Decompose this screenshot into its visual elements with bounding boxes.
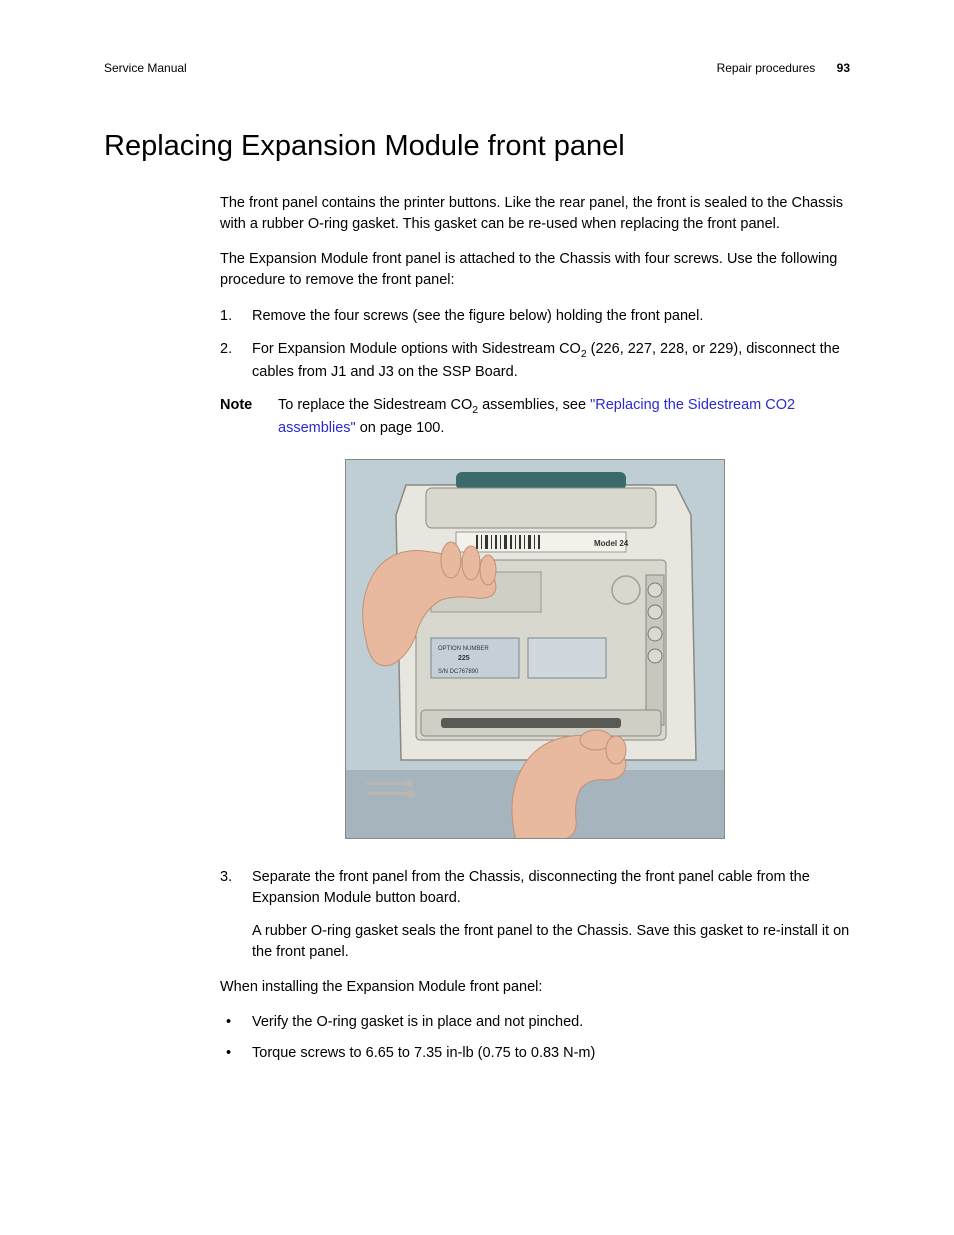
note-text: To replace the Sidestream CO2 assemblies… xyxy=(278,395,850,439)
port-icon xyxy=(648,583,662,597)
sn-label: S/N DC767890 xyxy=(438,669,479,675)
step-2: 2. For Expansion Module options with Sid… xyxy=(220,339,850,383)
page-title: Replacing Expansion Module front panel xyxy=(104,125,850,167)
option-label-1: OPTION NUMBER xyxy=(438,646,489,652)
regulatory-label-block xyxy=(528,638,606,678)
intro-paragraph-2: The Expansion Module front panel is atta… xyxy=(220,249,850,291)
procedure-steps: 1. Remove the four screws (see the figur… xyxy=(220,306,850,383)
step-3-number: 3. xyxy=(220,867,232,888)
bottom-slot xyxy=(441,718,621,728)
step-1-number: 1. xyxy=(220,306,232,327)
header-section: Repair procedures xyxy=(717,61,816,75)
option-label-2: 225 xyxy=(458,655,470,662)
step-3: 3. Separate the front panel from the Cha… xyxy=(220,867,850,963)
intro-paragraph-1: The front panel contains the printer but… xyxy=(220,193,850,235)
page-number: 93 xyxy=(837,61,850,75)
device-top-cover xyxy=(426,488,656,528)
note-label: Note xyxy=(220,395,278,439)
step-3-text: Separate the front panel from the Chassi… xyxy=(252,869,810,906)
bullet-2: Torque screws to 6.65 to 7.35 in-lb (0.7… xyxy=(220,1043,850,1064)
port-icon xyxy=(648,627,662,641)
figure-image: Model 24 OPTION NUMBER 225 xyxy=(345,459,725,839)
page: Service Manual Repair procedures 93 Repl… xyxy=(0,0,954,1134)
port-icon xyxy=(648,605,662,619)
device-handle xyxy=(456,472,626,490)
install-lead: When installing the Expansion Module fro… xyxy=(220,977,850,998)
step-3-subtext: A rubber O-ring gasket seals the front p… xyxy=(252,921,850,963)
header-right: Repair procedures 93 xyxy=(717,60,850,77)
step-2-text: For Expansion Module options with Sidest… xyxy=(252,341,840,380)
port-icon xyxy=(648,649,662,663)
model-label: Model 24 xyxy=(594,539,629,548)
install-bullets: Verify the O-ring gasket is in place and… xyxy=(220,1012,850,1064)
procedure-steps-cont: 3. Separate the front panel from the Cha… xyxy=(220,867,850,963)
figure-svg: Model 24 OPTION NUMBER 225 xyxy=(346,460,725,839)
note-after: on page 100. xyxy=(356,420,445,436)
step-2-lead: For Expansion Module options with Sidest… xyxy=(252,341,581,357)
figure-container: Model 24 OPTION NUMBER 225 xyxy=(220,459,850,839)
note-lead: To replace the Sidestream CO xyxy=(278,397,472,413)
body: The front panel contains the printer but… xyxy=(220,193,850,1063)
step-1: 1. Remove the four screws (see the figur… xyxy=(220,306,850,327)
note-mid: assemblies, see xyxy=(478,397,590,413)
header-left: Service Manual xyxy=(104,60,187,77)
page-header: Service Manual Repair procedures 93 xyxy=(104,60,850,77)
bullet-1: Verify the O-ring gasket is in place and… xyxy=(220,1012,850,1033)
step-1-text: Remove the four screws (see the figure b… xyxy=(252,308,703,324)
step-2-number: 2. xyxy=(220,339,232,360)
note-row: Note To replace the Sidestream CO2 assem… xyxy=(220,395,850,439)
